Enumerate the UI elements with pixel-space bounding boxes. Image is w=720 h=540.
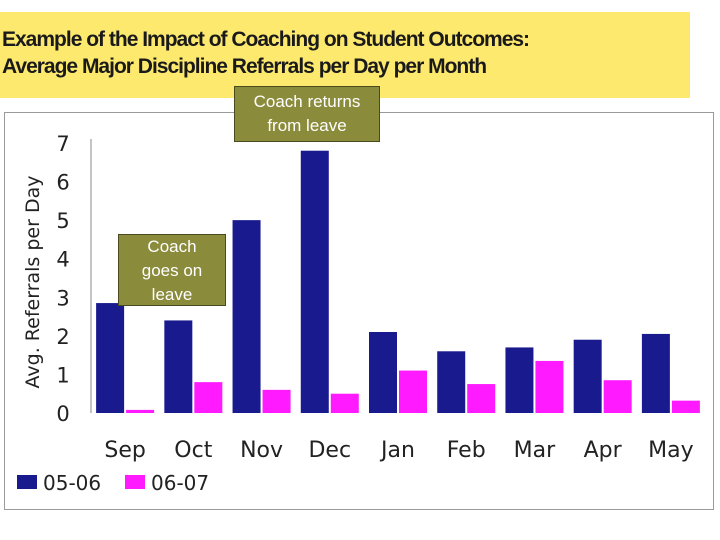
coach-leaves-line-1: Coach xyxy=(147,237,197,256)
bar-05-06-apr xyxy=(573,339,602,413)
x-tick-label: Nov xyxy=(240,438,283,463)
coach-returns-callout: Coach returns from leave xyxy=(234,86,380,142)
bar-05-06-nov xyxy=(232,220,261,413)
legend-label: 05-06 xyxy=(43,471,101,495)
bar-05-06-dec xyxy=(300,150,329,413)
chart-title-line-2: Average Major Discipline Referrals per D… xyxy=(2,55,487,78)
y-tick-label: 3 xyxy=(56,286,69,310)
y-tick-label: 0 xyxy=(56,402,69,426)
bar-05-06-sep xyxy=(96,303,125,413)
legend-swatch xyxy=(17,475,37,489)
bar-05-06-may xyxy=(641,333,670,413)
y-axis-title: Avg. Referrals per Day xyxy=(22,176,44,389)
bar-06-07-mar xyxy=(535,360,564,413)
legend-swatch xyxy=(125,475,145,489)
bar-06-07-jan xyxy=(399,370,427,413)
chart-title-line-1: Example of the Impact of Coaching on Stu… xyxy=(2,28,530,51)
x-tick-label: Oct xyxy=(174,438,212,463)
y-tick-label: 2 xyxy=(56,325,69,349)
bar-05-06-jan xyxy=(369,332,397,413)
y-tick-label: 6 xyxy=(56,171,69,195)
coach-returns-line-1: Coach returns xyxy=(253,92,361,111)
x-tick-label: Jan xyxy=(379,438,415,463)
bar-06-07-may xyxy=(671,400,700,413)
bar-06-07-feb xyxy=(467,384,496,413)
x-tick-label: Apr xyxy=(584,438,623,463)
y-tick-label: 4 xyxy=(56,248,69,272)
chart-panel: 0 1 2 3 4 5 6 7 Avg. Referrals per Day Sep Oct Nov D… xyxy=(4,112,714,510)
x-tick-label: Sep xyxy=(104,438,145,463)
y-tick-label: 5 xyxy=(56,209,69,233)
x-tick-label: May xyxy=(648,438,693,463)
bar-06-07-dec xyxy=(330,393,359,413)
y-tick-label: 7 xyxy=(56,132,69,156)
coach-returns-line-2: from leave xyxy=(267,116,347,135)
legend-label: 06-07 xyxy=(151,471,209,495)
title-band: Example of the Impact of Coaching on Stu… xyxy=(0,12,690,98)
bar-05-06-feb xyxy=(437,351,466,413)
bar-06-07-sep xyxy=(126,409,155,413)
coach-leaves-line-2: goes on xyxy=(141,261,203,280)
bar-06-07-oct xyxy=(194,382,223,413)
bar-05-06-oct xyxy=(164,320,193,413)
coach-leaves-line-3: leave xyxy=(151,285,193,304)
coach-leaves-callout: Coach goes on leave xyxy=(118,234,226,306)
bar-05-06-mar xyxy=(505,347,534,413)
bar-06-07-apr xyxy=(603,380,632,413)
x-tick-label: Dec xyxy=(308,438,351,463)
x-tick-label: Mar xyxy=(514,438,556,463)
y-tick-label: 1 xyxy=(56,363,69,387)
bar-chart: 0 1 2 3 4 5 6 7 Avg. Referrals per Day Sep Oct Nov D… xyxy=(17,132,700,495)
bar-06-07-nov xyxy=(262,389,291,413)
x-tick-label: Feb xyxy=(447,438,486,463)
